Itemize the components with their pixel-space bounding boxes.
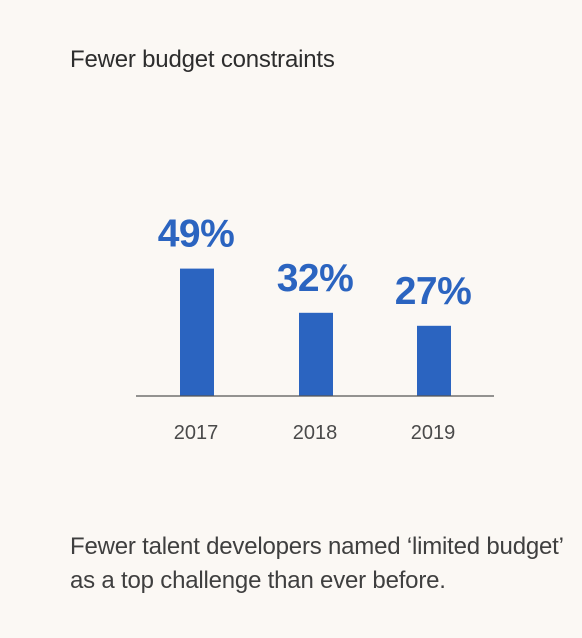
- tick-label-2018: 2018: [293, 422, 338, 444]
- value-label-2017: 49%: [158, 213, 235, 256]
- bar-2018: [299, 312, 333, 396]
- bar-2017: [180, 268, 214, 396]
- value-label-2018: 32%: [277, 257, 354, 300]
- tick-label-2019: 2019: [411, 422, 456, 444]
- tick-label-2017: 2017: [174, 422, 219, 444]
- bar-2019: [417, 325, 451, 396]
- value-labels-group: 49% 32% 27%: [158, 213, 472, 313]
- caption-text: Fewer talent developers named ‘limited b…: [70, 533, 563, 594]
- chart-title: Fewer budget constraints: [70, 46, 335, 73]
- value-label-2019: 27%: [395, 270, 472, 313]
- tick-labels-group: 2017 2018 2019: [174, 422, 456, 444]
- bars-group: [180, 268, 451, 396]
